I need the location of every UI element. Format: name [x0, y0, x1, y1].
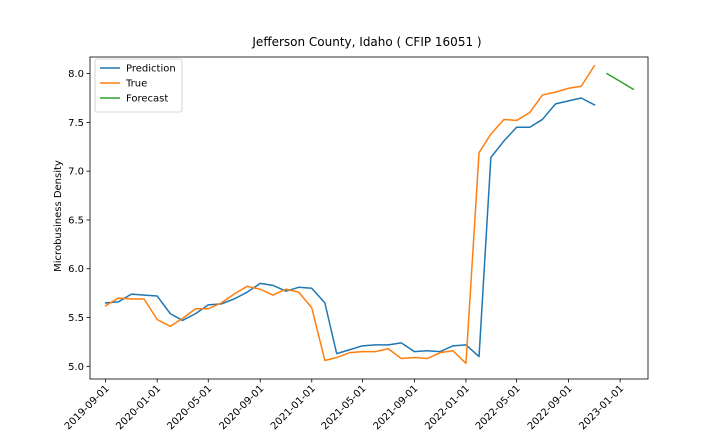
series-layer — [104, 64, 635, 365]
y-tick-label: 8.0 — [68, 69, 84, 80]
legend-label: Forecast — [126, 94, 168, 105]
y-tick-label: 6.5 — [68, 215, 84, 226]
y-tick-label: 7.0 — [68, 167, 84, 178]
plot-frame — [89, 56, 649, 380]
chart-title: Jefferson County, Idaho ( CFIP 16051 ) — [251, 35, 481, 49]
y-axis-label: Microbusiness Density — [53, 160, 64, 272]
legend: Prediction True Forecast — [94, 58, 183, 113]
series-line-prediction — [104, 97, 596, 358]
legend-label: Prediction — [126, 64, 176, 75]
y-tick-label: 6.0 — [68, 264, 84, 275]
y-tick-label: 5.5 — [68, 313, 84, 324]
legend-label: True — [125, 79, 147, 90]
series-line-true — [104, 64, 596, 365]
y-tick-label: 5.0 — [68, 362, 84, 373]
y-tick-label: 7.5 — [68, 118, 84, 129]
series-line-forecast — [606, 72, 635, 91]
